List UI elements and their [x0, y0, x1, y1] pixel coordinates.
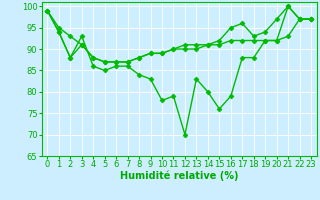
- X-axis label: Humidité relative (%): Humidité relative (%): [120, 171, 238, 181]
